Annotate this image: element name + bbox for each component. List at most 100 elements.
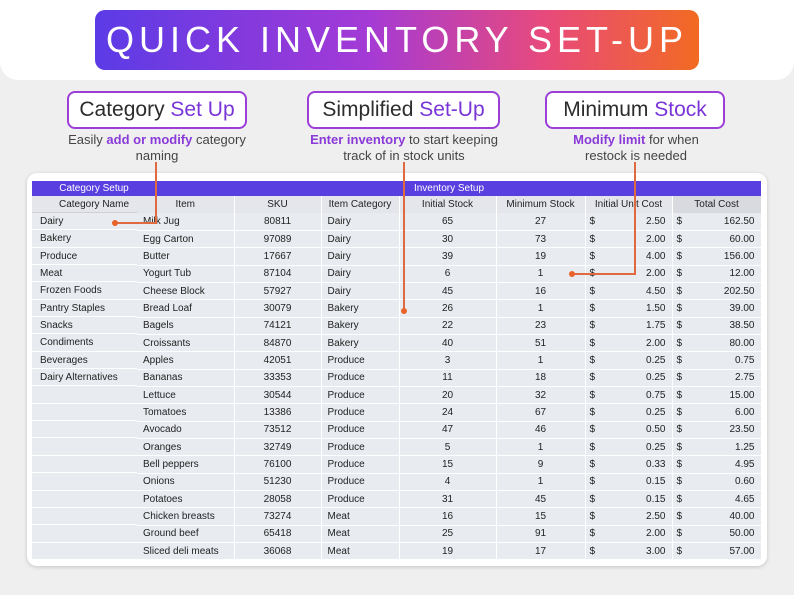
cell-total-cost[interactable]: $6.00 (672, 403, 762, 422)
cell-initial-stock[interactable]: 47 (399, 421, 497, 439)
cell-item[interactable]: Bananas (137, 369, 235, 387)
cell-minimum-stock[interactable]: 45 (496, 490, 586, 509)
column-header-item-category[interactable]: Item Category (321, 196, 400, 213)
cell-item-category[interactable]: Produce (321, 369, 400, 387)
cell-item[interactable]: Lettuce (137, 386, 235, 405)
column-header-item[interactable]: Item (137, 196, 235, 213)
cell-sku[interactable]: 33353 (234, 369, 322, 387)
cell-item[interactable]: Croissants (137, 334, 235, 353)
cell-minimum-stock[interactable]: 1 (496, 299, 586, 318)
category-list-item[interactable] (32, 525, 156, 543)
cell-initial-stock[interactable]: 40 (399, 334, 497, 353)
cell-initial-stock[interactable]: 6 (399, 265, 497, 283)
cell-item[interactable]: Ground beef (137, 525, 235, 544)
category-list-item[interactable] (32, 542, 156, 560)
cell-initial-unit-cost[interactable]: $0.25 (585, 351, 673, 370)
cell-initial-stock[interactable]: 30 (399, 230, 497, 249)
cell-total-cost[interactable]: $23.50 (672, 421, 762, 439)
cell-item[interactable]: Bread Loaf (137, 299, 235, 318)
cell-initial-stock[interactable]: 39 (399, 247, 497, 266)
cell-item[interactable]: Milk Jug (137, 213, 235, 231)
cell-sku[interactable]: 65418 (234, 525, 322, 544)
cell-initial-unit-cost[interactable]: $0.33 (585, 455, 673, 474)
cell-initial-stock[interactable]: 3 (399, 351, 497, 370)
cell-sku[interactable]: 30079 (234, 299, 322, 318)
cell-minimum-stock[interactable]: 23 (496, 317, 586, 335)
cell-sku[interactable]: 42051 (234, 351, 322, 370)
cell-minimum-stock[interactable]: 1 (496, 265, 586, 283)
cell-initial-unit-cost[interactable]: $3.00 (585, 542, 673, 561)
cell-sku[interactable]: 80811 (234, 213, 322, 231)
category-list-item[interactable]: Bakery (32, 230, 156, 248)
cell-total-cost[interactable]: $0.75 (672, 351, 762, 370)
cell-minimum-stock[interactable]: 91 (496, 525, 586, 544)
cell-initial-stock[interactable]: 16 (399, 507, 497, 526)
cell-item-category[interactable]: Meat (321, 525, 400, 544)
cell-item-category[interactable]: Produce (321, 386, 400, 405)
category-list-item[interactable] (32, 421, 156, 439)
cell-total-cost[interactable]: $4.65 (672, 490, 762, 509)
column-header-initial-stock[interactable]: Initial Stock (399, 196, 497, 213)
cell-initial-stock[interactable]: 65 (399, 213, 497, 231)
cell-initial-stock[interactable]: 26 (399, 299, 497, 318)
cell-item[interactable]: Chicken breasts (137, 507, 235, 526)
cell-item-category[interactable]: Meat (321, 507, 400, 526)
category-list-item[interactable]: Beverages (32, 351, 156, 370)
cell-minimum-stock[interactable]: 1 (496, 351, 586, 370)
cell-initial-unit-cost[interactable]: $0.25 (585, 369, 673, 387)
cell-item[interactable]: Egg Carton (137, 230, 235, 249)
category-list-item[interactable] (32, 473, 156, 491)
cell-total-cost[interactable]: $57.00 (672, 542, 762, 561)
cell-sku[interactable]: 17667 (234, 247, 322, 266)
cell-initial-stock[interactable]: 19 (399, 542, 497, 561)
cell-minimum-stock[interactable]: 17 (496, 542, 586, 561)
cell-initial-unit-cost[interactable]: $0.25 (585, 438, 673, 457)
cell-total-cost[interactable]: $156.00 (672, 247, 762, 266)
cell-initial-stock[interactable]: 31 (399, 490, 497, 509)
cell-item[interactable]: Apples (137, 351, 235, 370)
cell-item-category[interactable]: Dairy (321, 282, 400, 301)
cell-sku[interactable]: 36068 (234, 542, 322, 561)
cell-total-cost[interactable]: $50.00 (672, 525, 762, 544)
cell-item[interactable]: Cheese Block (137, 282, 235, 301)
cell-initial-stock[interactable]: 4 (399, 473, 497, 492)
cell-total-cost[interactable]: $2.75 (672, 369, 762, 387)
cell-total-cost[interactable]: $1.25 (672, 438, 762, 457)
cell-item[interactable]: Sliced deli meats (137, 542, 235, 561)
cell-initial-unit-cost[interactable]: $2.00 (585, 525, 673, 544)
category-list-item[interactable]: Meat (32, 265, 156, 283)
cell-total-cost[interactable]: $80.00 (672, 334, 762, 353)
cell-initial-stock[interactable]: 11 (399, 369, 497, 387)
cell-item-category[interactable]: Bakery (321, 299, 400, 318)
category-list-item[interactable] (32, 438, 156, 456)
cell-minimum-stock[interactable]: 46 (496, 421, 586, 439)
cell-sku[interactable]: 74121 (234, 317, 322, 335)
cell-item[interactable]: Tomatoes (137, 403, 235, 422)
cell-sku[interactable]: 28058 (234, 490, 322, 509)
cell-minimum-stock[interactable]: 67 (496, 403, 586, 422)
cell-item[interactable]: Oranges (137, 438, 235, 457)
column-header-sku[interactable]: SKU (234, 196, 322, 213)
cell-item-category[interactable]: Produce (321, 421, 400, 439)
cell-item-category[interactable]: Produce (321, 455, 400, 474)
cell-initial-stock[interactable]: 24 (399, 403, 497, 422)
cell-minimum-stock[interactable]: 19 (496, 247, 586, 266)
cell-initial-unit-cost[interactable]: $2.00 (585, 230, 673, 249)
cell-initial-stock[interactable]: 5 (399, 438, 497, 457)
cell-item[interactable]: Potatoes (137, 490, 235, 509)
cell-initial-unit-cost[interactable]: $2.50 (585, 507, 673, 526)
cell-item-category[interactable]: Bakery (321, 334, 400, 353)
cell-initial-stock[interactable]: 45 (399, 282, 497, 301)
cell-total-cost[interactable]: $162.50 (672, 213, 762, 231)
cell-total-cost[interactable]: $38.50 (672, 317, 762, 335)
cell-initial-stock[interactable]: 25 (399, 525, 497, 544)
category-list-item[interactable] (32, 386, 156, 404)
cell-sku[interactable]: 87104 (234, 265, 322, 283)
cell-minimum-stock[interactable]: 27 (496, 213, 586, 231)
cell-minimum-stock[interactable]: 51 (496, 334, 586, 353)
cell-item-category[interactable]: Dairy (321, 213, 400, 231)
category-list-item[interactable]: Snacks (32, 317, 156, 335)
category-list-item[interactable]: Produce (32, 247, 156, 266)
cell-sku[interactable]: 76100 (234, 455, 322, 474)
cell-total-cost[interactable]: $40.00 (672, 507, 762, 526)
